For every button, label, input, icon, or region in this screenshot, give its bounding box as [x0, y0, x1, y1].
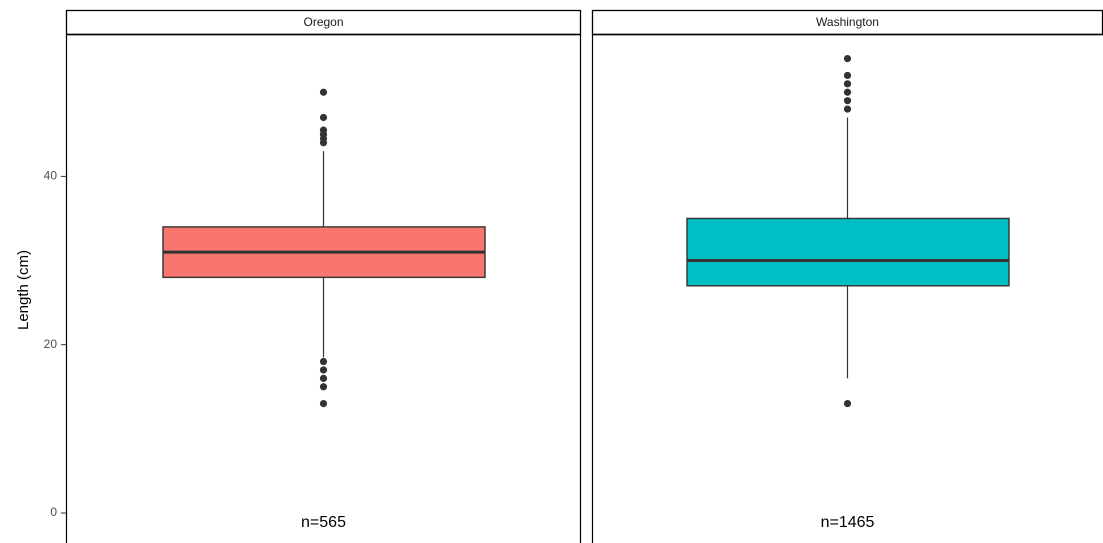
strip-label: Washington — [816, 15, 879, 29]
outlier-point — [843, 80, 852, 88]
outlier-point — [843, 88, 852, 96]
outlier-point — [843, 71, 852, 80]
strip-box — [65, 9, 582, 36]
y-tick-label: 20 — [44, 337, 58, 351]
outlier-point — [319, 357, 328, 366]
n-label: n=1465 — [821, 514, 875, 531]
outlier-point — [319, 400, 328, 408]
outlier-point — [319, 88, 328, 96]
y-tick-label: 0 — [50, 505, 57, 519]
n-label: n=565 — [301, 514, 346, 531]
y-axis: 0 20 40 — [44, 169, 66, 519]
outlier-point — [843, 97, 852, 105]
y-axis-title: Length (cm) — [15, 250, 32, 330]
outlier-point — [319, 126, 328, 134]
strip-label: Oregon — [303, 15, 343, 29]
panel-washington: Washington n=1465 — [591, 9, 1103, 543]
outlier-point — [843, 54, 852, 63]
outlier-point — [843, 105, 852, 113]
outlier-point — [319, 374, 328, 382]
panel-oregon: Oregon n=565 — [65, 9, 582, 543]
y-tick-label: 40 — [44, 169, 58, 183]
outlier-point — [319, 113, 328, 122]
panels: Oregon n=565 Washington n=1465 — [65, 9, 1103, 543]
outlier-point — [319, 383, 328, 391]
box-iqr — [686, 217, 1010, 287]
outlier-point — [843, 400, 852, 408]
outlier-point — [319, 366, 328, 374]
